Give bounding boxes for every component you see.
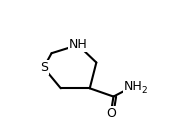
Text: 2: 2 (142, 86, 147, 95)
Text: NH: NH (124, 80, 143, 93)
Text: NH: NH (69, 38, 87, 51)
Text: S: S (40, 61, 48, 74)
Text: O: O (106, 107, 116, 120)
